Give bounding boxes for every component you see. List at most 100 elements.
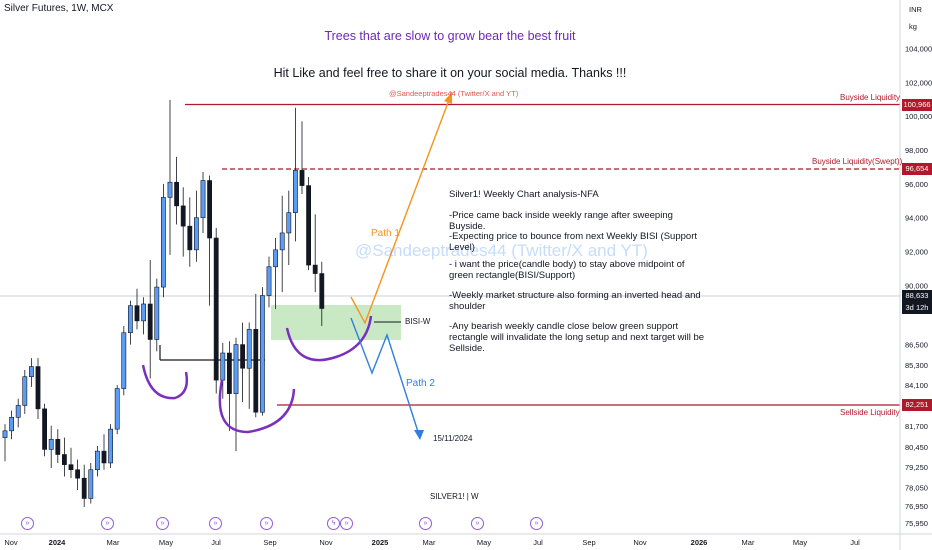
candle-body[interactable]	[266, 266, 272, 296]
buyside-liquidity-label: Buyside Liquidity	[840, 93, 901, 102]
candle-body[interactable]	[240, 344, 245, 369]
candle-body[interactable]	[61, 454, 67, 465]
event-marker-icon[interactable]: »	[419, 517, 432, 530]
candle-body[interactable]	[253, 329, 259, 413]
price-tick-label: 78,050	[905, 483, 928, 492]
candle-body[interactable]	[154, 286, 160, 340]
candle-body[interactable]	[233, 344, 239, 394]
path-2-arrow[interactable]	[350, 317, 421, 439]
sellside-liquidity-label: Sellside Liquidity	[840, 408, 900, 417]
path-1-arrowhead	[444, 92, 452, 104]
time-axis[interactable]: Nov 2024 Mar May Jul Sep Nov 2025 Mar May Jul Sep No…	[4, 538, 860, 547]
buyside-swept-price-tag: 96,654	[902, 163, 932, 175]
time-tick-label: May	[159, 538, 173, 547]
candle-body[interactable]	[9, 416, 14, 432]
candle-body[interactable]	[42, 408, 47, 450]
unit-label: kg	[909, 22, 917, 31]
candle-body[interactable]	[95, 450, 100, 471]
time-tick-label: Sep	[263, 538, 276, 547]
current-price-tag: 88,633	[902, 290, 932, 302]
symbol-title[interactable]: Silver Futures, 1W, MCX	[4, 3, 114, 14]
candle-body[interactable]	[200, 180, 206, 219]
candle-body[interactable]	[35, 366, 41, 410]
candle-body[interactable]	[187, 225, 193, 251]
path-1-arrow[interactable]	[350, 91, 453, 325]
candle-body[interactable]	[55, 438, 61, 455]
candle-body[interactable]	[161, 197, 166, 288]
price-tick-label: 102,000	[905, 78, 932, 87]
candle-body[interactable]	[167, 181, 173, 198]
price-tick-label: 80,450	[905, 443, 928, 452]
symbol-watermark: SILVER1! | W	[430, 492, 479, 501]
candle-body[interactable]	[48, 438, 54, 450]
candle-body[interactable]	[286, 212, 292, 234]
candle-body[interactable]	[213, 237, 219, 381]
candle-body[interactable]	[15, 405, 21, 418]
head-curve	[218, 379, 296, 434]
candle-body[interactable]	[68, 464, 74, 471]
candle-body[interactable]	[128, 305, 133, 334]
event-marker-icon[interactable]: »	[156, 517, 169, 530]
event-marker-icon[interactable]: »	[340, 517, 353, 530]
candle-body[interactable]	[81, 477, 87, 499]
candle-body[interactable]	[259, 295, 265, 413]
analysis-point-5: -Any bearish weekly candle close below g…	[449, 321, 705, 354]
time-tick-label: Jul	[850, 538, 860, 547]
candle-body[interactable]	[312, 264, 318, 274]
candle-body[interactable]	[75, 469, 80, 479]
candle-body[interactable]	[299, 170, 305, 186]
candle-body[interactable]	[134, 305, 140, 322]
time-tick-label: Sep	[582, 538, 595, 547]
event-marker-icon[interactable]: ϟ	[327, 517, 340, 530]
candle-body[interactable]	[194, 217, 199, 251]
time-tick-label: Mar	[742, 538, 755, 547]
price-axis[interactable]: 104,000 102,000 100,000 98,000 96,000 94,000 9…	[905, 45, 932, 528]
candle-body[interactable]	[207, 180, 212, 239]
candle-body[interactable]	[227, 352, 232, 394]
left-shoulder-curve	[141, 364, 189, 400]
candle-body[interactable]	[273, 249, 278, 268]
candle-body[interactable]	[88, 469, 94, 499]
time-tick-label: 2024	[49, 538, 67, 547]
buyside-price-tag: 100,966	[902, 99, 932, 111]
candle-body[interactable]	[108, 428, 113, 464]
event-marker-icon[interactable]: »	[101, 517, 114, 530]
candle-body[interactable]	[2, 430, 8, 438]
candle-body[interactable]	[22, 376, 28, 406]
price-tick-label: 79,250	[905, 463, 928, 472]
quote-text: Trees that are slow to grow bear the bes…	[324, 29, 576, 43]
event-marker-icon[interactable]: »	[471, 517, 484, 530]
event-marker-icon[interactable]: »	[209, 517, 222, 530]
candle-body[interactable]	[279, 232, 285, 251]
event-marker-icon[interactable]: »	[21, 517, 34, 530]
event-marker-icon[interactable]: »	[530, 517, 543, 530]
candle-body[interactable]	[246, 329, 252, 369]
path-1-label: Path 1	[371, 228, 400, 239]
time-tick-label: May	[477, 538, 491, 547]
event-marker-icon[interactable]: »	[260, 517, 273, 530]
analysis-point-3: - i want the price(candle body) to stay …	[449, 259, 685, 281]
analysis-point-2: -Expecting price to bounce from next Wee…	[449, 231, 697, 253]
analysis-title: Silver1! Weekly Chart analysis-NFA	[449, 189, 599, 200]
candle-body[interactable]	[147, 303, 153, 340]
candle-body[interactable]	[292, 170, 298, 213]
candle-body[interactable]	[174, 181, 179, 207]
candle-body[interactable]	[101, 450, 107, 464]
price-tick-label: 86,500	[905, 341, 928, 350]
price-tick-label: 84,100	[905, 381, 928, 390]
candle-body[interactable]	[319, 273, 325, 309]
candle-body[interactable]	[114, 388, 120, 430]
analysis-point-1: -Price came back inside weekly range aft…	[449, 210, 673, 232]
candle-body[interactable]	[28, 366, 34, 378]
price-tick-label: 100,000	[905, 112, 932, 121]
watermark-text: @Sandeeptrades44 (Twitter/X and YT)	[355, 241, 648, 260]
candle-body[interactable]	[220, 352, 226, 381]
candle-body[interactable]	[121, 332, 127, 389]
sellside-price-tag: 82,251	[902, 399, 932, 411]
candle-body[interactable]	[306, 185, 311, 266]
candle-body[interactable]	[180, 205, 186, 227]
share-text: Hit Like and feel free to share it on yo…	[273, 66, 627, 80]
price-tick-label: 76,950	[905, 502, 928, 511]
candle-body[interactable]	[141, 303, 146, 322]
